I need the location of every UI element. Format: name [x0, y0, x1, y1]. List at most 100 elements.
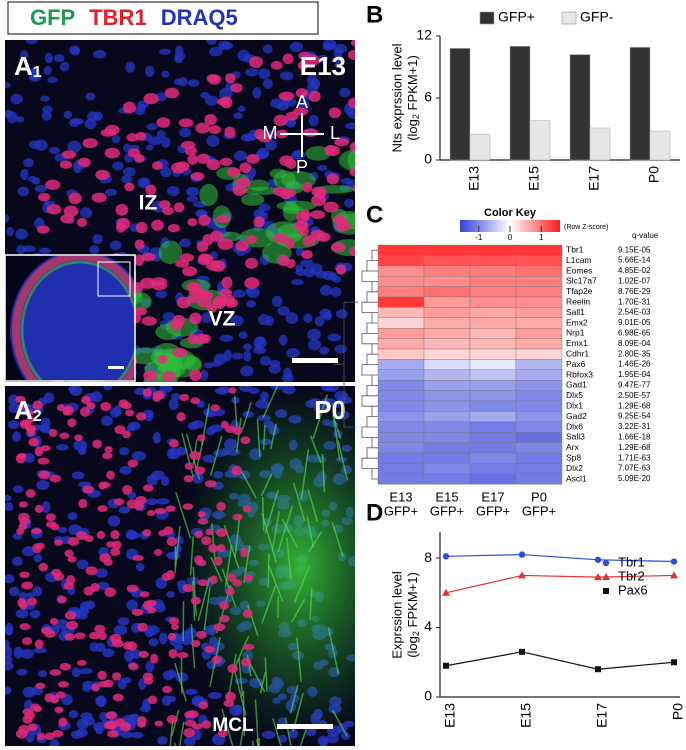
- nucleus: [8, 394, 20, 406]
- nucleus: [33, 647, 47, 654]
- tbr1-cell: [38, 192, 51, 202]
- gfp-fiber: [264, 657, 268, 692]
- bar: [589, 127, 611, 161]
- nucleus: [162, 311, 175, 321]
- tbr1-cell: [40, 626, 53, 635]
- nucleus: [246, 300, 257, 308]
- nucleus: [300, 259, 314, 268]
- nucleus: [10, 93, 23, 105]
- nucleus: [82, 684, 92, 692]
- tbr1-cell: [57, 596, 67, 604]
- tbr1-cell: [216, 501, 226, 512]
- tbr1-cell: [364, 161, 376, 172]
- nucleus: [245, 68, 259, 77]
- legend-label: DRAQ5: [161, 5, 238, 30]
- nucleus: [56, 618, 69, 630]
- row-label: Tfap2e: [566, 286, 593, 296]
- nucleus: [28, 140, 41, 149]
- tbr1-cell: [187, 281, 200, 293]
- bar: [509, 46, 531, 161]
- nucleus: [319, 308, 332, 319]
- heat-cell: [377, 432, 425, 443]
- tbr1-cell: [131, 608, 144, 616]
- heat-cell: [515, 421, 563, 433]
- tbr1-cell: [32, 543, 42, 554]
- row-label: L1cam: [566, 255, 592, 265]
- column-label: E17: [481, 490, 504, 505]
- row-label: Sall3: [566, 432, 585, 442]
- nucleus: [200, 369, 209, 381]
- nucleus: [47, 76, 58, 84]
- tbr1-cell: [102, 452, 113, 460]
- tbr1-cell: [297, 60, 309, 71]
- row-label: Reelin: [566, 296, 590, 306]
- heat-cell: [377, 359, 425, 370]
- panel-sub: 1: [33, 64, 42, 81]
- tbr1-cell: [240, 547, 249, 558]
- nucleus: [32, 586, 43, 597]
- nucleus: [268, 364, 281, 374]
- heat-cell: [377, 442, 425, 454]
- nucleus: [40, 95, 50, 102]
- tbr1-cell: [213, 623, 226, 632]
- nucleus: [85, 92, 96, 101]
- nucleus: [145, 65, 155, 78]
- heat-cell: [469, 244, 517, 256]
- tbr1-cell: [166, 536, 177, 547]
- tbr1-cell: [127, 459, 139, 468]
- tbr1-cell: [245, 257, 258, 269]
- y-tick-label: 12: [416, 27, 432, 43]
- nucleus: [203, 362, 214, 369]
- tbr1-cell: [308, 90, 321, 102]
- heat-cell: [377, 452, 425, 464]
- q-value: 6.98E-65: [618, 329, 651, 338]
- scale-bar: [277, 724, 333, 729]
- tbr1-cell: [201, 536, 212, 546]
- q-value: 9.01E-05: [618, 318, 651, 327]
- gfp-fiber: [272, 718, 282, 746]
- nucleus: [185, 186, 200, 197]
- inset-rim: [20, 260, 134, 380]
- bar: [569, 54, 591, 161]
- nucleus: [265, 139, 277, 151]
- tbr1-cell: [55, 691, 66, 699]
- tbr1-cell: [35, 682, 46, 690]
- gfp-cell: [240, 193, 265, 206]
- tbr1-cell: [110, 547, 121, 557]
- compass-label: L: [330, 123, 340, 143]
- point: [671, 659, 677, 666]
- tbr1-cell: [95, 169, 110, 180]
- tbr1-cell: [24, 710, 36, 720]
- tbr1-cell: [182, 584, 194, 593]
- tbr1-cell: [170, 319, 184, 331]
- nucleus: [89, 245, 100, 255]
- nucleus: [243, 350, 252, 362]
- tbr1-cell: [145, 599, 157, 607]
- gfp-fiber: [233, 396, 238, 427]
- tbr1-cell: [50, 695, 59, 704]
- tbr1-cell: [177, 651, 189, 659]
- nucleus: [209, 46, 223, 57]
- dendrogram: [334, 249, 378, 480]
- heat-cell: [515, 463, 563, 474]
- tbr1-cell: [150, 653, 159, 664]
- tbr1-cell: [146, 510, 156, 517]
- nucleus: [137, 177, 151, 189]
- nucleus: [253, 209, 266, 220]
- heat-cell: [377, 390, 425, 402]
- tbr1-cell: [219, 288, 233, 297]
- bar: [469, 133, 491, 161]
- tbr1-cell: [126, 133, 139, 142]
- heat-cell: [469, 421, 517, 433]
- tbr1-cell: [314, 189, 326, 200]
- x-tick-label: E15: [526, 166, 542, 191]
- stage-label: P0: [314, 395, 346, 425]
- heat-cell: [377, 244, 425, 256]
- gfp-cell: [199, 183, 218, 206]
- tbr1-cell: [138, 650, 149, 658]
- tbr1-cell: [216, 528, 228, 537]
- gfp-fiber: [175, 492, 192, 539]
- tbr1-cell: [141, 316, 157, 326]
- heat-cell: [377, 307, 425, 318]
- heat-cell: [377, 286, 425, 298]
